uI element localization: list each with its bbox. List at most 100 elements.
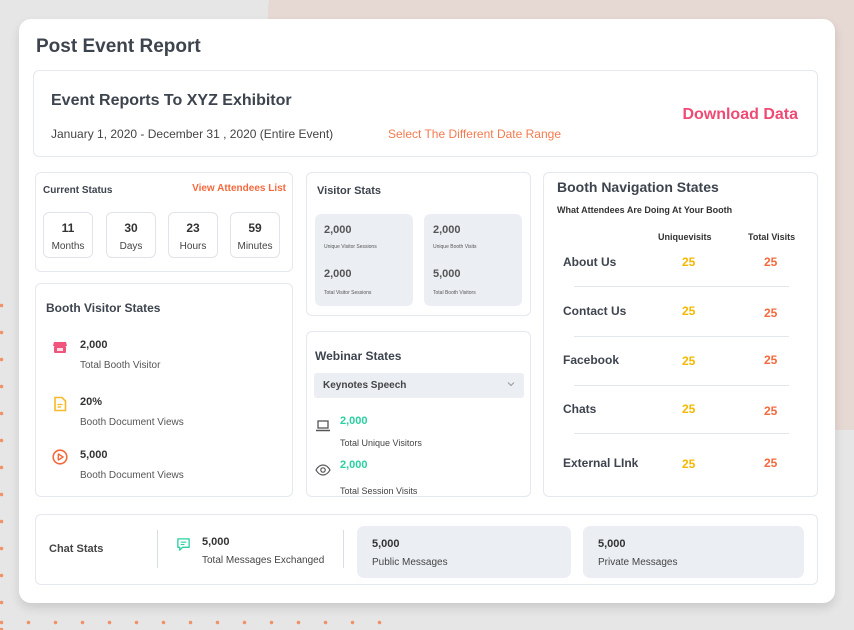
row-total-visits: 25 xyxy=(764,306,778,320)
countdown-unit: Months xyxy=(51,241,85,252)
column-header-unique: Uniquevisits xyxy=(658,232,712,242)
countdown-value: 30 xyxy=(124,221,138,235)
row-divider xyxy=(574,433,789,434)
stat-label: Booth Document Views xyxy=(80,470,184,481)
stat-value: 5,000 xyxy=(80,449,108,461)
decorative-dots-bottom xyxy=(0,616,400,630)
stat-label: Total Booth Visitor xyxy=(80,360,161,371)
stat-value: 2,000 xyxy=(324,224,352,236)
row-total-visits: 25 xyxy=(764,353,778,367)
play-circle-icon xyxy=(52,449,68,465)
row-name: Facebook xyxy=(563,353,620,367)
row-unique-visits: 25 xyxy=(682,255,696,269)
chevron-down-icon xyxy=(507,382,515,387)
event-header-panel: Event Reports To XYZ Exhibitor January 1… xyxy=(33,70,818,157)
booth-navigation-panel: Booth Navigation States What Attendees A… xyxy=(543,172,818,497)
row-name: About Us xyxy=(563,255,617,269)
row-unique-visits: 25 xyxy=(682,457,696,471)
visitor-stats-panel: Visitor Stats 2,000 Unique Visitor Sessi… xyxy=(306,172,531,316)
stat-value: 20% xyxy=(80,396,103,408)
row-divider xyxy=(574,385,789,386)
countdown-value: 23 xyxy=(186,221,200,235)
divider xyxy=(157,530,158,568)
booth-navigation-subtitle: What Attendees Are Doing At Your Booth xyxy=(557,205,733,215)
stat-label: Total Booth Visitors xyxy=(433,290,476,296)
private-messages-box: 5,000 Private Messages xyxy=(583,526,804,578)
laptop-icon xyxy=(316,420,330,432)
row-divider xyxy=(574,286,789,287)
row-total-visits: 25 xyxy=(764,404,778,418)
stat-value: 2,000 xyxy=(340,459,368,471)
decorative-dots-left xyxy=(0,290,8,630)
row-divider xyxy=(574,336,789,337)
row-total-visits: 25 xyxy=(764,456,778,470)
countdown-value: 11 xyxy=(61,221,75,235)
report-card: Post Event Report Event Reports To XYZ E… xyxy=(19,19,835,603)
countdown-unit: Days xyxy=(119,241,143,252)
countdown-value: 59 xyxy=(248,221,262,235)
table-row: Contact Us 25 25 xyxy=(544,304,819,324)
countdown-unit: Hours xyxy=(179,241,207,252)
stat-label: Total Session Visits xyxy=(340,486,418,496)
stat-value: 5,000 xyxy=(598,538,626,550)
view-attendees-link[interactable]: View Attendees List xyxy=(192,183,286,194)
visitor-stats-box: 2,000 Unique Visitor Sessions 2,000 Tota… xyxy=(315,214,413,306)
stat-label: Private Messages xyxy=(598,557,678,568)
row-name: External LInk xyxy=(563,456,639,470)
visitor-stats-box: 2,000 Unique Booth Visits 5,000 Total Bo… xyxy=(424,214,522,306)
stat-value: 5,000 xyxy=(202,536,230,548)
stat-label: Unique Booth Visits xyxy=(433,244,477,250)
select-date-range-link[interactable]: Select The Different Date Range xyxy=(388,127,561,141)
document-icon xyxy=(54,396,67,412)
countdown-days: 30 Days xyxy=(106,212,156,258)
stat-label: Booth Document Views xyxy=(80,417,184,428)
page-title: Post Event Report xyxy=(36,36,201,57)
row-name: Contact Us xyxy=(563,304,627,318)
row-name: Chats xyxy=(563,402,597,416)
stat-value: 2,000 xyxy=(340,415,368,427)
stat-label: Unique Visitor Sessions xyxy=(324,244,377,250)
row-total-visits: 25 xyxy=(764,255,778,269)
table-row: Facebook 25 25 xyxy=(544,353,819,373)
stat-value: 5,000 xyxy=(433,268,461,280)
current-status-title: Current Status xyxy=(43,185,113,196)
table-row: About Us 25 25 xyxy=(544,255,819,275)
webinar-panel: Webinar States Keynotes Speech 2,000 Tot… xyxy=(306,331,531,497)
stat-label: Total Messages Exchanged xyxy=(202,555,325,566)
date-range: January 1, 2020 - December 31 , 2020 (En… xyxy=(51,127,334,141)
stat-value: 2,000 xyxy=(324,268,352,280)
visitor-stats-title: Visitor Stats xyxy=(317,185,381,197)
column-header-total: Total Visits xyxy=(748,232,796,242)
countdown-unit: Minutes xyxy=(237,241,273,252)
row-unique-visits: 25 xyxy=(682,354,696,368)
current-status-panel: Current Status View Attendees List 11 Mo… xyxy=(35,172,293,272)
table-row: Chats 25 25 xyxy=(544,402,819,422)
public-messages-box: 5,000 Public Messages xyxy=(357,526,571,578)
divider xyxy=(343,530,344,568)
download-data-button[interactable]: Download Data xyxy=(682,106,798,123)
stat-value: 2,000 xyxy=(80,339,108,351)
store-icon xyxy=(53,342,67,353)
webinar-title: Webinar States xyxy=(315,349,402,363)
webinar-select[interactable]: Keynotes Speech xyxy=(314,373,524,398)
event-title: Event Reports To XYZ Exhibitor xyxy=(51,92,292,109)
stat-value: 5,000 xyxy=(372,538,400,550)
chat-stats-title: Chat Stats xyxy=(49,543,104,555)
chat-bubble-icon xyxy=(177,538,190,551)
countdown-hours: 23 Hours xyxy=(168,212,218,258)
webinar-select-value: Keynotes Speech xyxy=(323,380,407,391)
row-unique-visits: 25 xyxy=(682,304,696,318)
chat-stats-panel: Chat Stats 5,000 Total Messages Exchange… xyxy=(35,514,818,585)
stat-value: 2,000 xyxy=(433,224,461,236)
countdown-minutes: 59 Minutes xyxy=(230,212,280,258)
row-unique-visits: 25 xyxy=(682,402,696,416)
stat-label: Public Messages xyxy=(372,557,448,568)
booth-visitor-title: Booth Visitor States xyxy=(46,301,161,315)
stat-label: Total Unique Visitors xyxy=(340,438,422,448)
booth-visitor-panel: Booth Visitor States 2,000 Total Booth V… xyxy=(35,283,293,497)
eye-icon xyxy=(315,464,331,476)
stat-label: Total Visitor Sessions xyxy=(324,290,372,296)
booth-navigation-title: Booth Navigation States xyxy=(557,179,719,195)
table-row: External LInk 25 25 xyxy=(544,456,819,476)
countdown-months: 11 Months xyxy=(43,212,93,258)
